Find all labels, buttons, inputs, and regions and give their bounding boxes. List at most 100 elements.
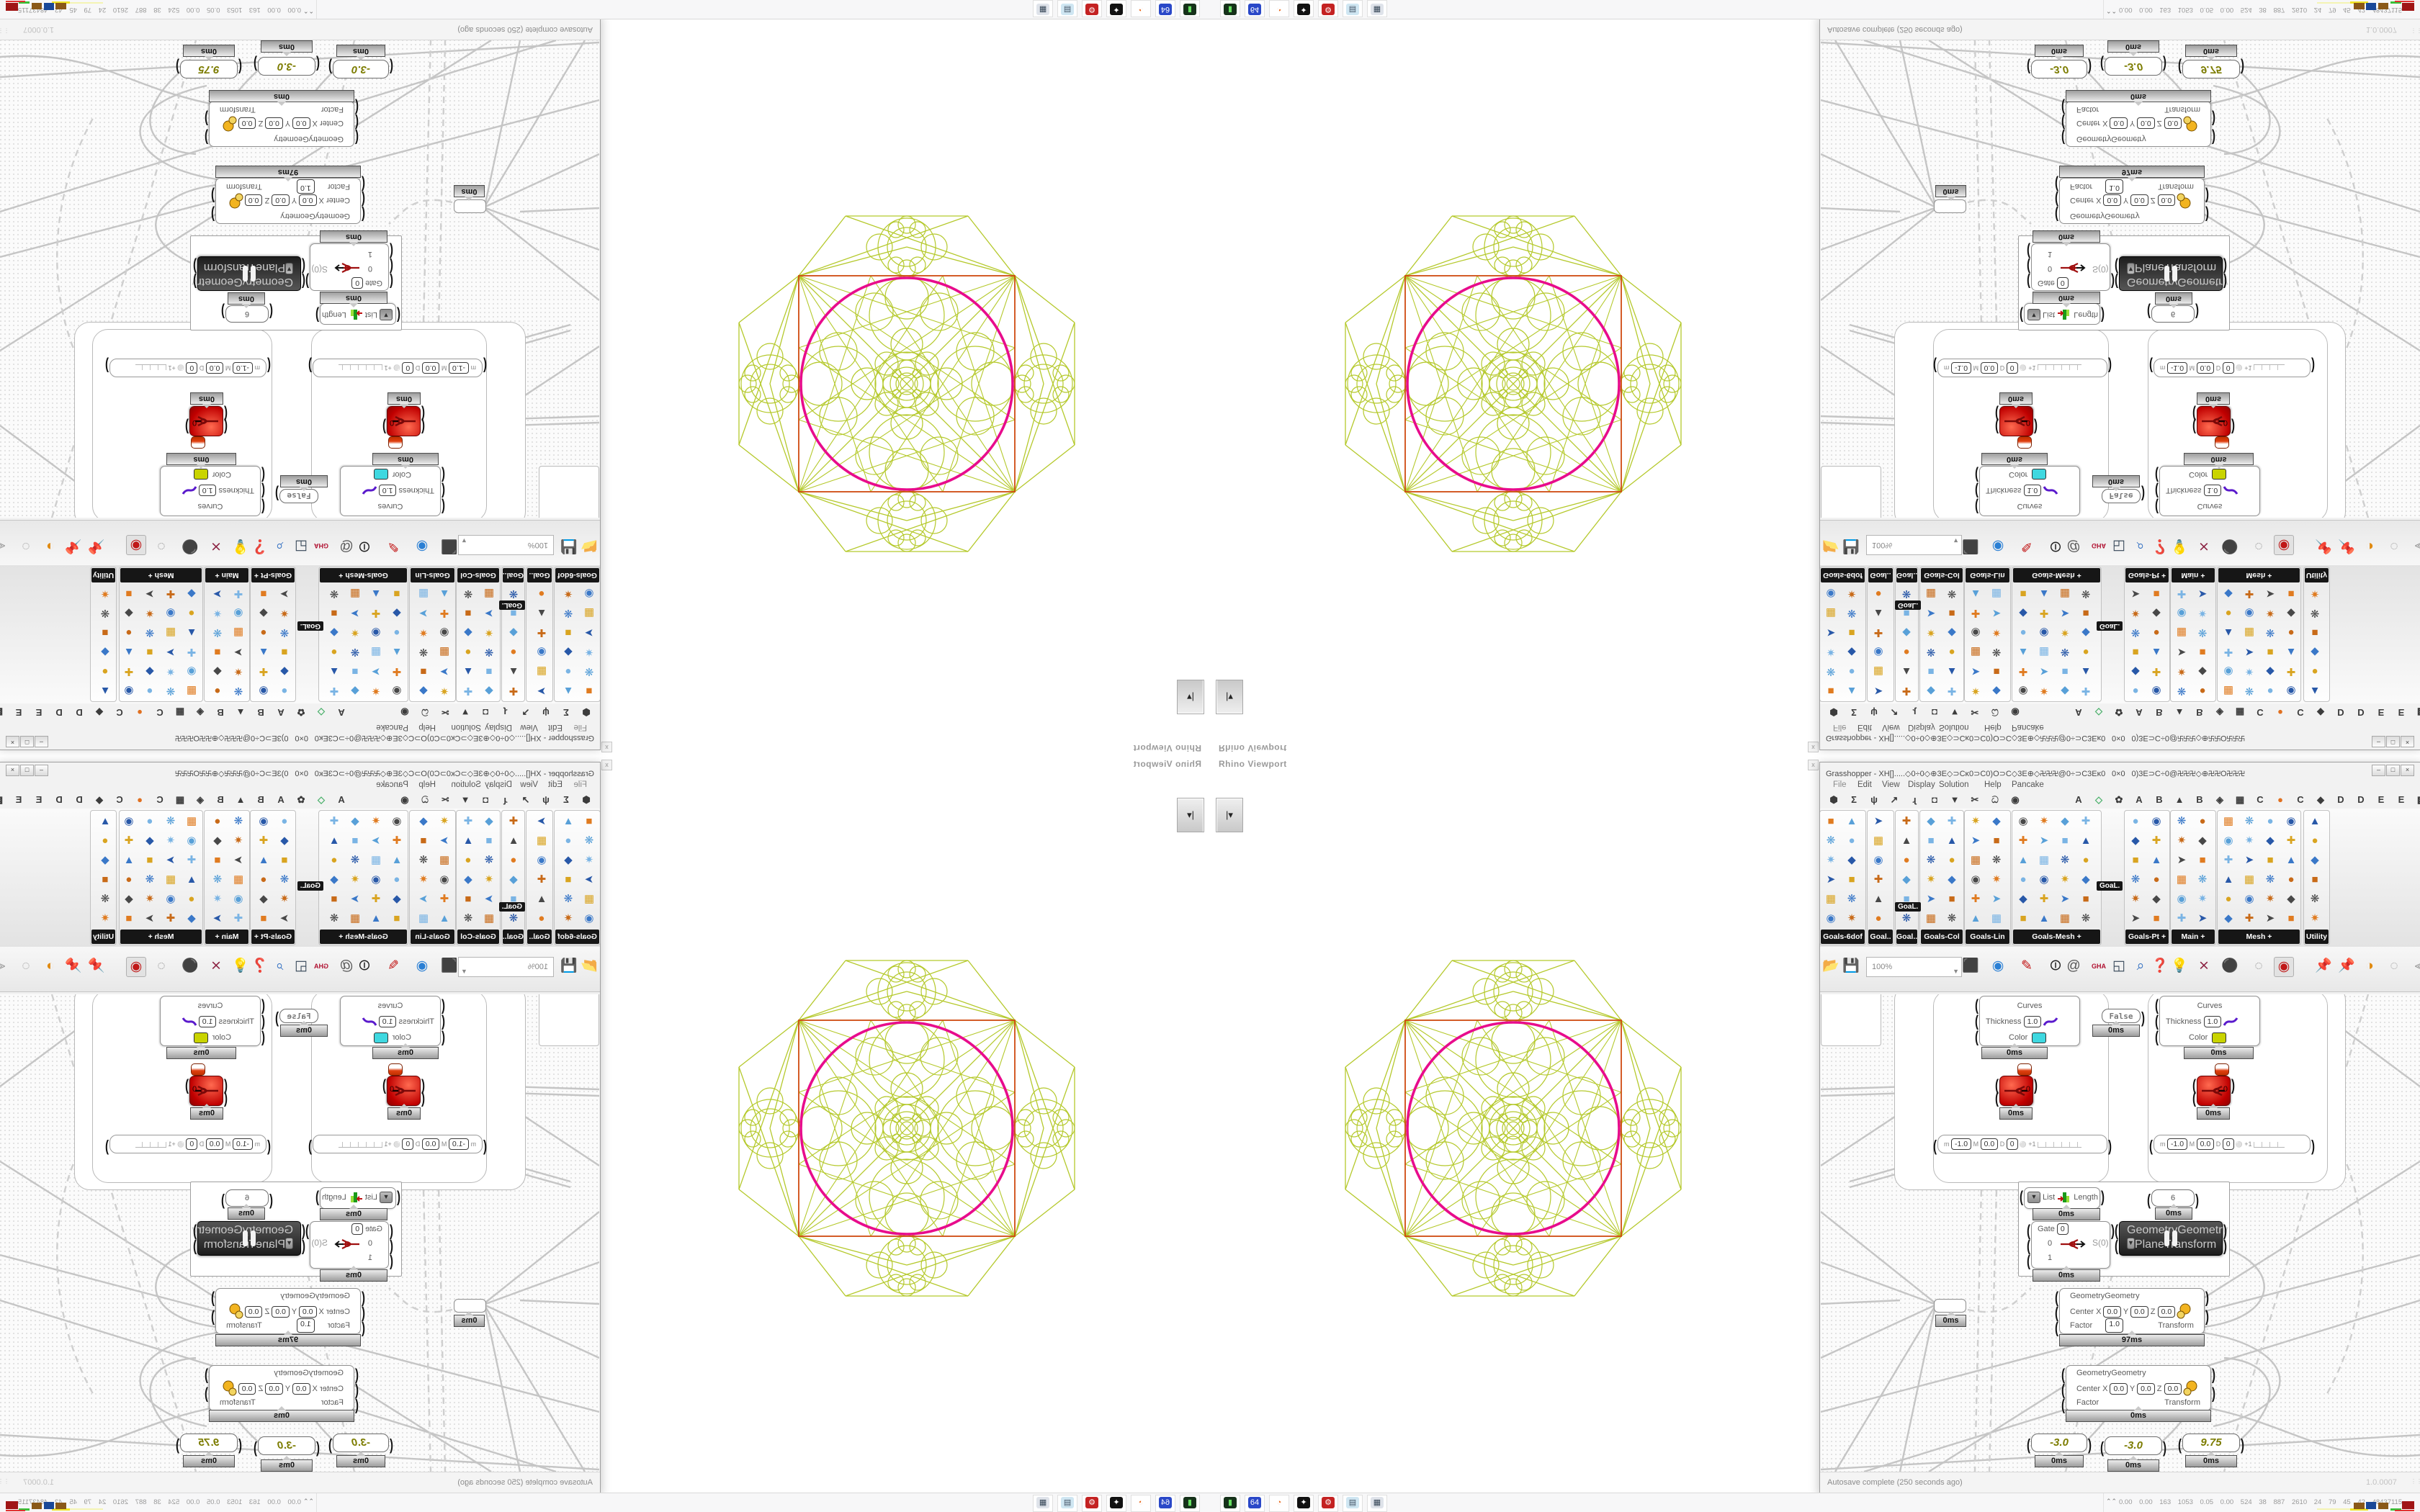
component-icon[interactable]: ▦ (583, 893, 595, 905)
component-icon[interactable]: ◉ (187, 834, 197, 847)
component-icon[interactable]: ✷ (2039, 685, 2049, 697)
wire-port[interactable]: ( (2192, 404, 2196, 423)
at-ball-icon[interactable]: @ (2066, 539, 2081, 554)
value-box[interactable]: 0.0 (205, 362, 224, 374)
component-icon[interactable]: ◆ (280, 665, 289, 678)
component-icon[interactable]: ✷ (1926, 626, 1936, 639)
component-icon[interactable]: ◉ (2151, 685, 2161, 697)
component-icon[interactable]: ❋ (166, 685, 176, 697)
component-icon[interactable]: ➤ (584, 626, 594, 639)
wire-port[interactable]: ) (2163, 55, 2166, 73)
number-slider[interactable]: m -1.0 M 0.0 D 0 ⚪ +1 () (105, 356, 271, 377)
component-icon[interactable]: ● (102, 665, 109, 678)
wire-port[interactable]: ) (2195, 302, 2199, 321)
wire-port[interactable]: ( (269, 302, 273, 321)
component-icon[interactable]: ➤ (2244, 854, 2254, 866)
component-icon[interactable]: ✚ (2039, 893, 2049, 905)
component-icon[interactable]: ▦ (1825, 607, 1837, 619)
gate-capsule[interactable] (2017, 436, 2032, 449)
wire-port[interactable]: ( (2155, 465, 2159, 485)
wire-port[interactable]: ( (2055, 1303, 2058, 1323)
component-icon[interactable]: ◆ (1992, 815, 2001, 827)
wire-port[interactable]: ) (105, 1137, 109, 1156)
component-icon[interactable]: ■ (2267, 854, 2274, 866)
component-icon[interactable]: ● (188, 607, 195, 619)
window-note-icon[interactable]: ◱ (2112, 539, 2125, 554)
dashed-circle-icon[interactable]: ◌ (22, 958, 30, 973)
wire-port[interactable]: ) (2034, 417, 2038, 436)
component-icon[interactable]: ■ (125, 588, 133, 600)
component-icon[interactable]: ✚ (508, 685, 519, 697)
component-icon[interactable]: ❋ (418, 646, 429, 658)
component-icon[interactable]: ▦ (1925, 912, 1937, 924)
component-icon[interactable]: ■ (102, 626, 109, 639)
component-icon[interactable]: ❋ (166, 815, 176, 827)
taskbar-chevron-icon[interactable]: ⌃⌃ (302, 1498, 314, 1505)
component-icon[interactable]: ✚ (392, 665, 402, 678)
component-icon[interactable]: ◆ (2287, 607, 2295, 619)
component-icon[interactable]: ❋ (1901, 912, 1912, 924)
component-icon[interactable]: ✚ (1901, 815, 1912, 827)
component-icon[interactable]: ◆ (351, 685, 359, 697)
component-icon[interactable]: ◆ (2198, 834, 2207, 847)
component-icon[interactable]: ✚ (2081, 685, 2091, 697)
ribbon-tab-icon[interactable]: D (76, 794, 83, 805)
s-loupe-icon[interactable]: ⌕ (275, 958, 284, 973)
wire-port[interactable]: ( (1995, 1076, 1999, 1095)
component-icon[interactable]: ▲ (2285, 646, 2297, 658)
component-icon[interactable]: ▲ (370, 588, 382, 600)
firefox-app-icon[interactable]: ◔ (1269, 0, 1289, 17)
wire-port[interactable]: ( (267, 1137, 271, 1156)
wire-port[interactable]: ) (176, 58, 179, 76)
component-icon[interactable]: ● (281, 815, 288, 827)
value-box[interactable]: 0 (186, 1138, 198, 1150)
component-icon[interactable]: ▦ (418, 912, 429, 924)
wire-port[interactable]: ) (2212, 127, 2215, 147)
value-box[interactable]: -1.0 (232, 1138, 253, 1150)
ribbon-tab-icon[interactable]: A (2075, 707, 2082, 718)
component-icon[interactable]: ✷ (1826, 646, 1836, 658)
wire-port[interactable]: ) (221, 302, 225, 321)
component-icon[interactable]: ◆ (2198, 665, 2207, 678)
ribbon-tab-icon[interactable]: ◆ (2317, 794, 2324, 805)
component-icon[interactable]: ● (2153, 873, 2160, 886)
component-icon[interactable]: ◆ (2152, 893, 2161, 905)
component-icon[interactable]: ● (2020, 626, 2027, 639)
component-icon[interactable]: ✚ (233, 912, 243, 924)
value-box[interactable]: 0 (402, 362, 414, 374)
wire-port[interactable]: ( (421, 404, 425, 423)
component-icon[interactable]: ➤ (2177, 854, 2187, 866)
red-gear-app-icon[interactable]: ⚙ (1318, 1495, 1338, 1512)
component-icon[interactable]: ▦ (1925, 588, 1937, 600)
wire-port[interactable]: ( (1933, 356, 1937, 375)
wire-port[interactable]: ) (193, 256, 197, 276)
component-icon[interactable]: ➤ (2244, 646, 2254, 658)
component-icon[interactable]: ▦ (349, 912, 361, 924)
value-box[interactable]: 0.0 (298, 194, 317, 207)
gha-icon[interactable]: GHA (314, 963, 328, 970)
menu-item-file[interactable]: File (1833, 780, 1847, 789)
menu-item-help[interactable]: Help (418, 780, 436, 789)
component-icon[interactable]: ◉ (2223, 834, 2233, 847)
wire-port[interactable]: ( (2027, 1236, 2030, 1256)
component-icon[interactable]: ■ (586, 685, 593, 697)
ribbon-tab-icon[interactable]: C (2297, 794, 2304, 805)
component-icon[interactable]: ● (2082, 854, 2089, 866)
wire-port[interactable]: ( (2027, 1436, 2030, 1455)
wire-port[interactable]: ( (2027, 1221, 2030, 1241)
value-box[interactable]: 1.0 (198, 485, 217, 496)
value-box[interactable]: 0.0 (421, 362, 440, 374)
open-file-icon[interactable]: 📂 (581, 958, 598, 973)
component-icon[interactable]: ✷ (418, 873, 429, 886)
wire-port[interactable]: ) (205, 109, 208, 128)
color-swatch[interactable] (2032, 469, 2047, 480)
component-icon[interactable]: ▦ (483, 588, 495, 600)
component-icon[interactable]: ■ (2020, 912, 2027, 924)
component-icon[interactable]: ■ (2082, 607, 2089, 619)
component-icon[interactable]: ✚ (439, 893, 449, 905)
menu-item-help[interactable]: Help (1984, 780, 2002, 789)
component-icon[interactable]: ▲ (2223, 626, 2234, 639)
plug-icon[interactable]: ⏼ (359, 539, 370, 554)
component-icon[interactable]: ◉ (259, 685, 269, 697)
component-icon[interactable]: ➤ (166, 646, 176, 658)
